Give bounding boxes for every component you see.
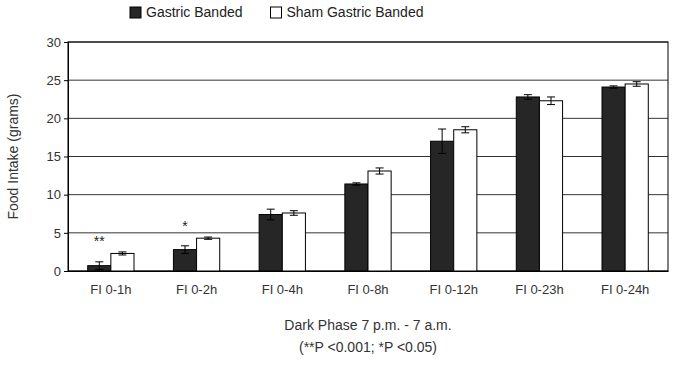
- y-tick: 10: [47, 187, 68, 202]
- error-bar: [633, 82, 641, 87]
- y-tick: 25: [47, 73, 68, 88]
- x-tick: FI 0-23h: [515, 271, 563, 297]
- x-tick: FI 0-4h: [262, 271, 303, 297]
- error-bar: [352, 183, 360, 185]
- y-tick-label: 15: [47, 149, 61, 164]
- x-tick-label: FI 0-24h: [601, 282, 649, 297]
- x-tick: FI 0-8h: [347, 271, 388, 297]
- error-bar: [524, 95, 532, 100]
- error-bar: [438, 129, 446, 153]
- legend-label: Gastric Banded: [146, 4, 243, 20]
- bar: [539, 101, 562, 271]
- plot-frame: [68, 42, 668, 271]
- bar: [282, 213, 305, 271]
- y-tick-label: 25: [47, 73, 61, 88]
- x-axis-title: (**P <0.001; *P <0.05): [299, 339, 437, 355]
- bar: [368, 171, 391, 271]
- error-bar: [204, 237, 212, 239]
- annotation: **: [94, 233, 105, 249]
- bar: [431, 141, 454, 271]
- x-tick-label: FI 0-23h: [515, 282, 563, 297]
- y-tick-label: 5: [54, 225, 61, 240]
- bar: [259, 215, 282, 271]
- chart: 0 5 10 15 20 25 30 FI 0-1h FI 0-2h FI 0-4h FI 0-8h…: [0, 0, 677, 367]
- x-tick: FI 0-2h: [176, 271, 217, 297]
- y-tick: 15: [47, 149, 68, 164]
- y-axis: 0 5 10 15 20 25 30: [47, 35, 69, 279]
- y-tick: 30: [47, 35, 68, 50]
- legend: Gastric Banded Sham Gastric Banded: [130, 4, 423, 20]
- bar: [516, 97, 539, 271]
- series: [111, 82, 648, 271]
- bar: [111, 253, 134, 271]
- legend-swatch: [271, 7, 282, 18]
- x-axis-line: [69, 271, 669, 272]
- y-tick-label: 10: [47, 187, 61, 202]
- error-bar: [290, 211, 298, 216]
- error-bar: [95, 262, 103, 270]
- y-tick-mark: [64, 271, 68, 272]
- series: [88, 86, 625, 271]
- y-tick: 20: [47, 111, 68, 126]
- grid-line: [68, 156, 668, 157]
- x-tick: FI 0-1h: [90, 271, 131, 297]
- annotation: *: [182, 218, 188, 234]
- error-bar: [461, 127, 469, 133]
- bar: [345, 184, 368, 271]
- error-bar: [267, 209, 275, 220]
- error-bar: [610, 86, 618, 88]
- y-tick-mark: [64, 233, 68, 234]
- x-tick-label: FI 0-8h: [347, 282, 388, 297]
- y-tick-label: 30: [47, 35, 61, 50]
- y-axis-title: Food Intake (grams): [5, 93, 21, 219]
- x-axis: FI 0-1h FI 0-2h FI 0-4h FI 0-8h FI 0-12h FI 0…: [69, 271, 669, 297]
- grid-line: [68, 80, 668, 81]
- x-tick-label: FI 0-2h: [176, 282, 217, 297]
- y-tick-mark: [64, 157, 68, 158]
- y-axis-line: [64, 43, 69, 272]
- error-bar: [181, 246, 189, 254]
- legend-swatch: [130, 7, 141, 18]
- x-tick: FI 0-24h: [601, 271, 649, 297]
- y-tick-mark: [64, 42, 68, 43]
- y-tick-mark: [64, 118, 68, 119]
- error-bar: [547, 97, 555, 105]
- x-tick: FI 0-12h: [430, 271, 478, 297]
- x-tick-label: FI 0-1h: [90, 282, 131, 297]
- bar: [602, 87, 625, 271]
- y-tick-label: 0: [54, 264, 61, 279]
- grid-line: [68, 118, 668, 119]
- bar: [454, 130, 477, 271]
- grid: [68, 42, 668, 271]
- y-tick-label: 20: [47, 111, 61, 126]
- y-tick-mark: [64, 195, 68, 196]
- marks: [88, 82, 649, 271]
- legend-label: Sham Gastric Banded: [287, 4, 424, 20]
- error-bar: [118, 252, 126, 255]
- error-bar: [376, 168, 384, 174]
- x-axis-title: Dark Phase 7 p.m. - 7 a.m.: [284, 317, 451, 333]
- x-tick-label: FI 0-12h: [430, 282, 478, 297]
- y-tick: 0: [54, 264, 68, 279]
- x-tick-label: FI 0-4h: [262, 282, 303, 297]
- bar: [197, 238, 220, 271]
- y-tick: 5: [54, 225, 68, 240]
- bar: [625, 84, 648, 271]
- y-tick-mark: [64, 80, 68, 81]
